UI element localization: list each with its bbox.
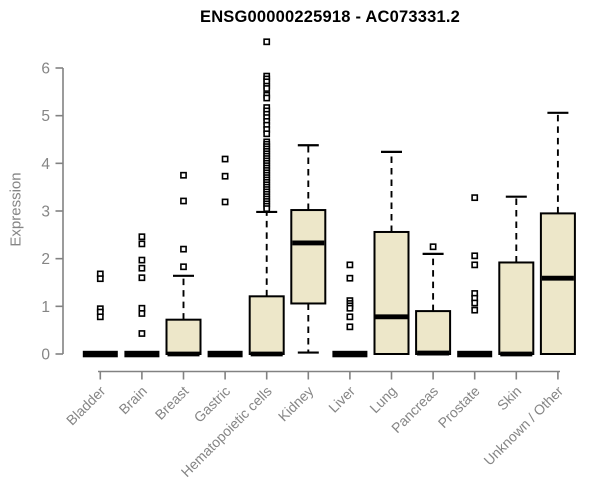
flat-box-9: [457, 350, 493, 358]
flat-box-1: [124, 350, 160, 358]
outlier-point: [180, 171, 187, 179]
outlier-point: [221, 155, 229, 163]
y-tick-label: 4: [41, 156, 50, 173]
outlier-point: [263, 94, 271, 102]
box-body-5: [290, 209, 327, 305]
outlier-point: [471, 194, 479, 202]
box-body-10: [498, 261, 535, 356]
x-tick-label: Unknown / Other: [480, 383, 566, 469]
outlier-point: [180, 245, 187, 253]
box-body-4: [248, 295, 285, 355]
y-tick-label: 1: [41, 299, 50, 316]
outlier-point: [180, 263, 187, 271]
outlier-point: [471, 306, 479, 314]
outlier-point: [138, 256, 146, 264]
x-tick-label: Brain: [116, 383, 150, 417]
outlier-point: [221, 172, 229, 180]
x-tick-label: Lung: [366, 383, 399, 416]
outlier-point: [263, 85, 271, 92]
outlier-point: [138, 240, 146, 248]
outlier-point: [221, 198, 229, 206]
flat-box-3: [207, 350, 243, 358]
y-tick-label: 6: [41, 61, 50, 78]
x-tick-label: Bladder: [63, 383, 109, 429]
chart-title: ENSG00000225918 - AC073331.2: [199, 8, 460, 26]
box-body-2: [165, 318, 202, 355]
outlier-point: [346, 274, 354, 282]
box-body-11: [539, 212, 576, 355]
outlier-point: [263, 38, 271, 46]
outlier-point: [346, 323, 354, 331]
outlier-point: [138, 233, 146, 241]
outlier-point: [138, 310, 146, 317]
flat-box-0: [82, 350, 118, 358]
y-tick-label: 2: [41, 251, 50, 268]
x-tick-label: Skin: [494, 383, 525, 414]
outlier-point: [96, 313, 104, 321]
y-tick-label: 0: [41, 347, 50, 364]
outlier-point: [138, 274, 146, 282]
outlier-point: [263, 205, 271, 213]
outlier-point: [263, 130, 271, 138]
box-body-7: [373, 230, 410, 355]
outlier-point: [429, 243, 437, 251]
outlier-point: [346, 261, 354, 269]
outlier-point: [180, 197, 187, 205]
outlier-point: [138, 264, 146, 272]
outlier-point: [138, 330, 146, 337]
outlier-point: [96, 275, 104, 283]
outlier-point: [471, 252, 479, 260]
outlier-point: [471, 299, 479, 307]
y-tick-label: 5: [41, 108, 50, 125]
x-tick-label: Prostate: [435, 383, 483, 431]
outlier-point: [138, 304, 146, 312]
outlier-point: [471, 261, 479, 269]
flat-box-6: [332, 350, 368, 358]
outlier-point: [346, 304, 354, 312]
box-body-8: [415, 310, 452, 356]
y-tick-label: 3: [41, 204, 50, 221]
outlier-point: [346, 313, 354, 321]
x-tick-label: Breast: [152, 383, 192, 423]
x-tick-label: Liver: [325, 383, 358, 416]
x-tick-label: Kidney: [275, 383, 317, 425]
